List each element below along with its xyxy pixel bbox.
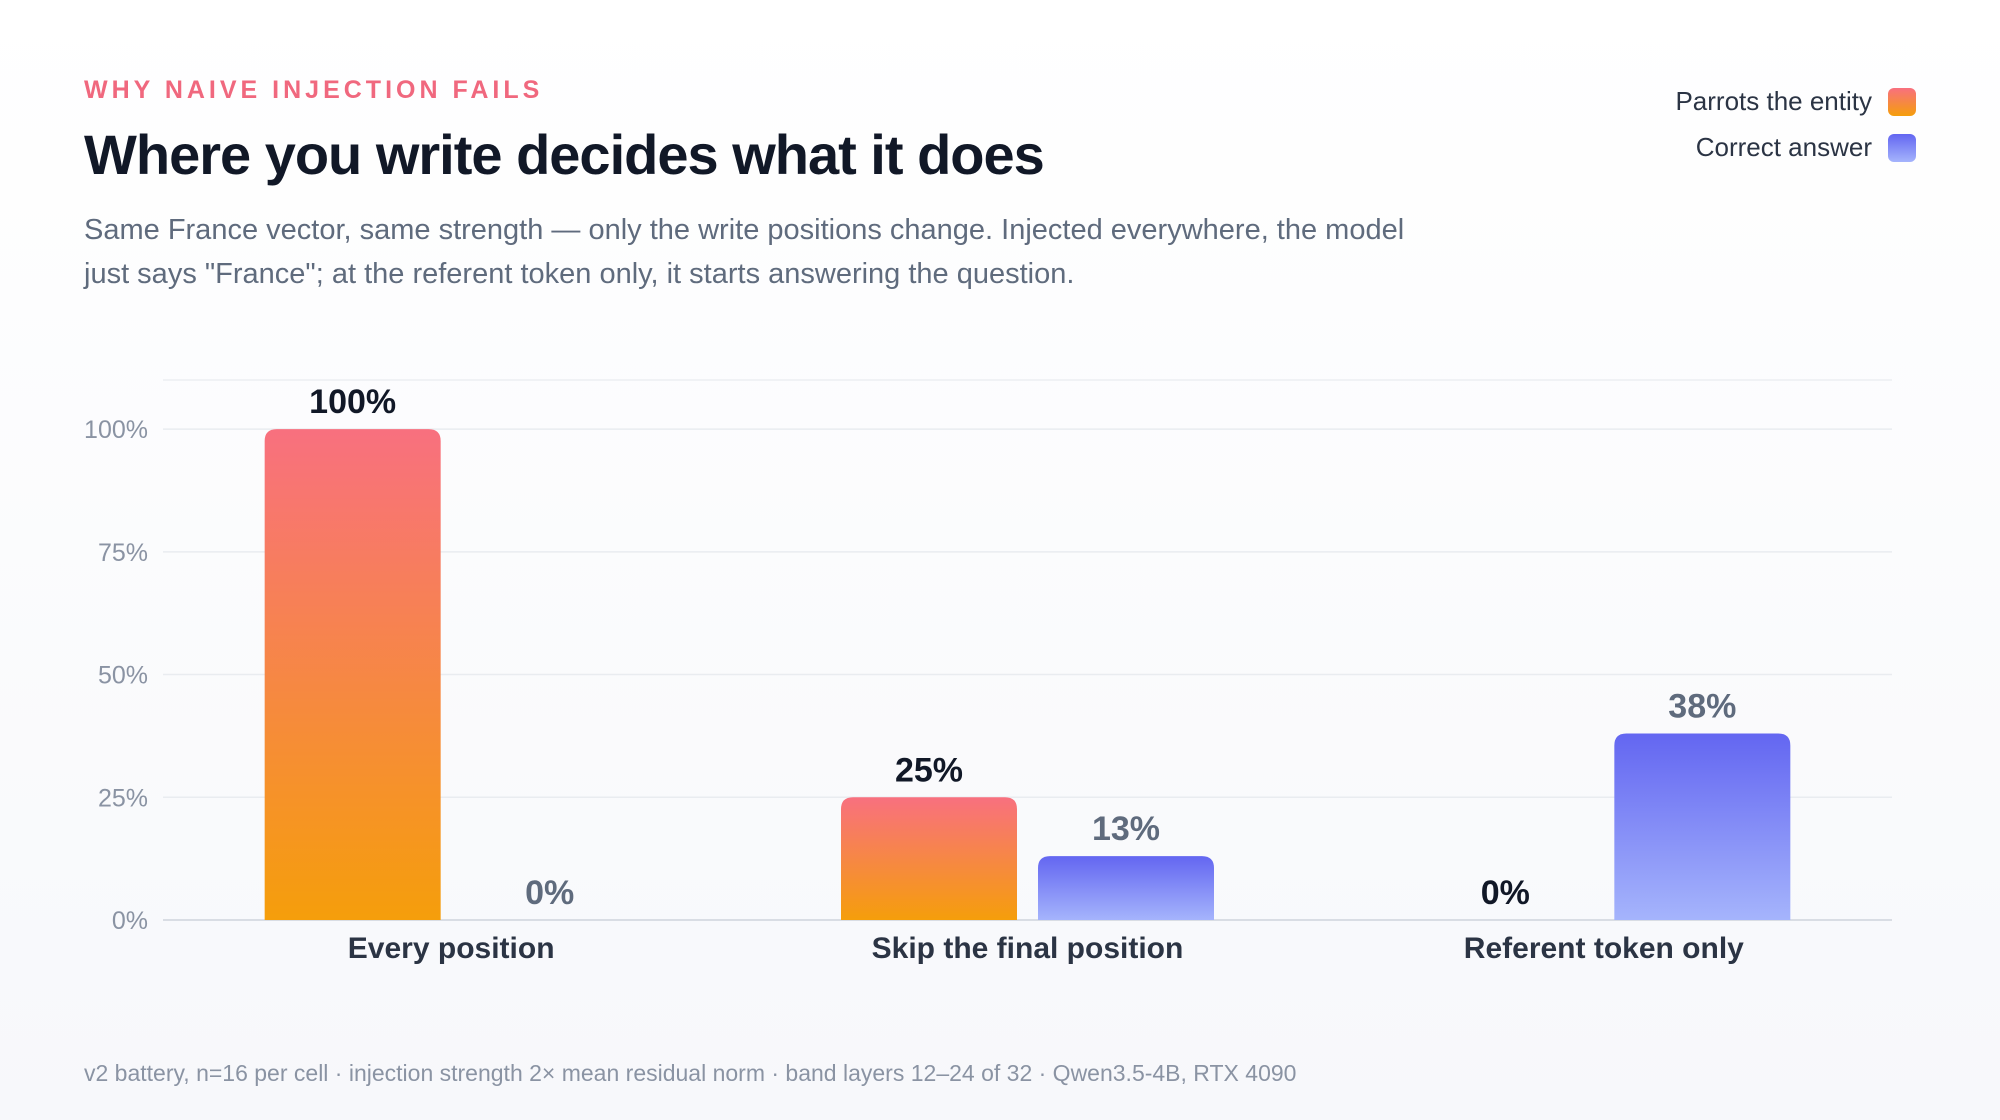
y-tick-label: 100% bbox=[84, 416, 148, 444]
bar-parrots bbox=[264, 429, 441, 920]
data-label-correct: 13% bbox=[1092, 810, 1160, 848]
bar-correct bbox=[1614, 733, 1791, 920]
chart-subtitle: Same France vector, same strength — only… bbox=[84, 214, 1405, 290]
y-tick-label: 0% bbox=[112, 907, 148, 935]
footnote: v2 battery, n=16 per cell · injection st… bbox=[84, 1060, 1297, 1086]
legend-swatch-correct bbox=[1888, 133, 1916, 162]
data-label-correct: 38% bbox=[1668, 687, 1736, 725]
data-label-correct: 0% bbox=[525, 874, 574, 912]
x-category-label: Skip the final position bbox=[872, 932, 1184, 965]
chart-kicker: WHY NAIVE INJECTION FAILS bbox=[84, 76, 544, 104]
y-tick-label: 25% bbox=[98, 784, 148, 812]
legend: Parrots the entity Correct answer bbox=[1675, 86, 1916, 163]
data-label-parrots: 100% bbox=[309, 383, 396, 421]
legend-label-correct: Correct answer bbox=[1695, 132, 1872, 162]
y-tick-label: 75% bbox=[98, 539, 148, 567]
data-label-parrots: 0% bbox=[1481, 874, 1530, 912]
bar-parrots bbox=[841, 797, 1017, 920]
legend-item-parrots: Parrots the entity bbox=[1675, 86, 1916, 117]
x-category-label: Every position bbox=[348, 932, 555, 965]
x-category-label: Referent token only bbox=[1464, 932, 1744, 965]
y-tick-label: 50% bbox=[98, 662, 148, 690]
legend-item-correct: Correct answer bbox=[1696, 132, 1916, 163]
legend-label-parrots: Parrots the entity bbox=[1675, 86, 1872, 116]
data-label-parrots: 25% bbox=[895, 751, 963, 789]
legend-swatch-parrots bbox=[1888, 87, 1916, 116]
bar-correct bbox=[1038, 856, 1214, 920]
chart-title: Where you write decides what it does bbox=[84, 123, 1045, 186]
